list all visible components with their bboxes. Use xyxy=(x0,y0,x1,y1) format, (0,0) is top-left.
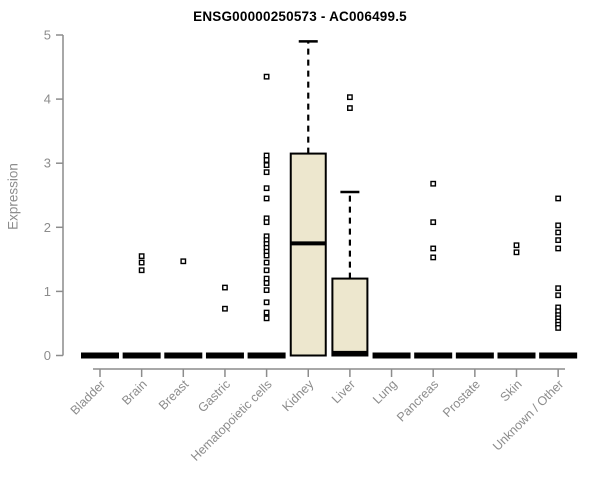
outlier-point xyxy=(555,237,562,244)
outlier-point xyxy=(263,315,270,322)
x-tick-label: Skin xyxy=(498,377,525,404)
zero-box xyxy=(122,352,161,359)
outlier-point xyxy=(263,252,270,259)
outlier-point xyxy=(222,284,228,291)
x-tick-label: Kidney xyxy=(279,377,316,414)
outlier-point xyxy=(263,73,270,80)
outlier-point xyxy=(513,249,520,256)
outlier-point xyxy=(430,219,437,226)
x-tick-label: Breast xyxy=(156,377,192,413)
x-tick-label: Brain xyxy=(119,377,150,408)
x-tick-label: Liver xyxy=(329,377,358,406)
outlier-point xyxy=(263,287,270,294)
outlier-point xyxy=(555,195,562,202)
outlier-point xyxy=(138,267,145,274)
outlier-point xyxy=(555,245,562,252)
outlier-point xyxy=(263,259,270,266)
outlier-point xyxy=(347,105,353,111)
y-tick-label: 0 xyxy=(44,348,51,363)
x-tick-label: Hematopoietic cells xyxy=(188,377,275,464)
outlier-point xyxy=(263,275,270,282)
outlier-point xyxy=(263,162,270,169)
zero-box xyxy=(372,352,411,359)
outlier-point xyxy=(555,222,562,229)
outlier-point xyxy=(430,254,437,261)
zero-box xyxy=(205,352,244,359)
box xyxy=(331,277,369,357)
zero-box xyxy=(455,352,494,359)
outlier-point xyxy=(263,185,270,192)
outlier-point xyxy=(430,245,437,252)
y-tick-label: 1 xyxy=(44,284,51,299)
zero-box xyxy=(539,352,578,359)
outlier-point xyxy=(263,299,270,306)
y-tick-label: 5 xyxy=(44,28,51,43)
y-axis-label: Expression xyxy=(5,163,21,230)
box xyxy=(289,152,327,357)
x-tick-label: Lung xyxy=(370,377,400,407)
zero-box xyxy=(497,352,536,359)
outlier-point xyxy=(180,258,187,265)
outlier-point xyxy=(513,242,520,249)
outlier-point xyxy=(555,325,562,331)
x-tick-label: Pancreas xyxy=(394,377,441,424)
outlier-point xyxy=(263,152,270,159)
outlier-point xyxy=(138,253,145,260)
outlier-point xyxy=(263,309,270,316)
outlier-point xyxy=(555,229,562,236)
outlier-point xyxy=(555,285,562,292)
outlier-point xyxy=(222,305,228,312)
zero-box xyxy=(414,352,453,359)
outlier-point xyxy=(263,280,270,286)
outlier-point xyxy=(138,259,145,266)
x-tick-label: Gastric xyxy=(195,377,233,415)
outlier-point xyxy=(263,267,270,274)
zero-box xyxy=(247,352,286,359)
outlier-point xyxy=(555,292,562,299)
x-tick-label: Prostate xyxy=(440,377,483,420)
outlier-point xyxy=(263,157,270,163)
zero-box xyxy=(164,352,203,359)
zero-box xyxy=(81,352,119,359)
outlier-point xyxy=(263,195,270,202)
outlier-point xyxy=(430,180,437,187)
y-tick-label: 3 xyxy=(44,156,51,171)
outlier-point xyxy=(347,94,353,101)
outlier-point xyxy=(263,169,270,176)
y-tick-label: 4 xyxy=(44,92,51,107)
x-tick-label: Bladder xyxy=(68,377,108,417)
x-tick-label: Unknown / Other xyxy=(490,377,566,453)
outlier-point xyxy=(263,219,270,226)
chart-title: ENSG00000250573 - AC006499.5 xyxy=(193,9,407,24)
y-tick-label: 2 xyxy=(44,220,51,235)
